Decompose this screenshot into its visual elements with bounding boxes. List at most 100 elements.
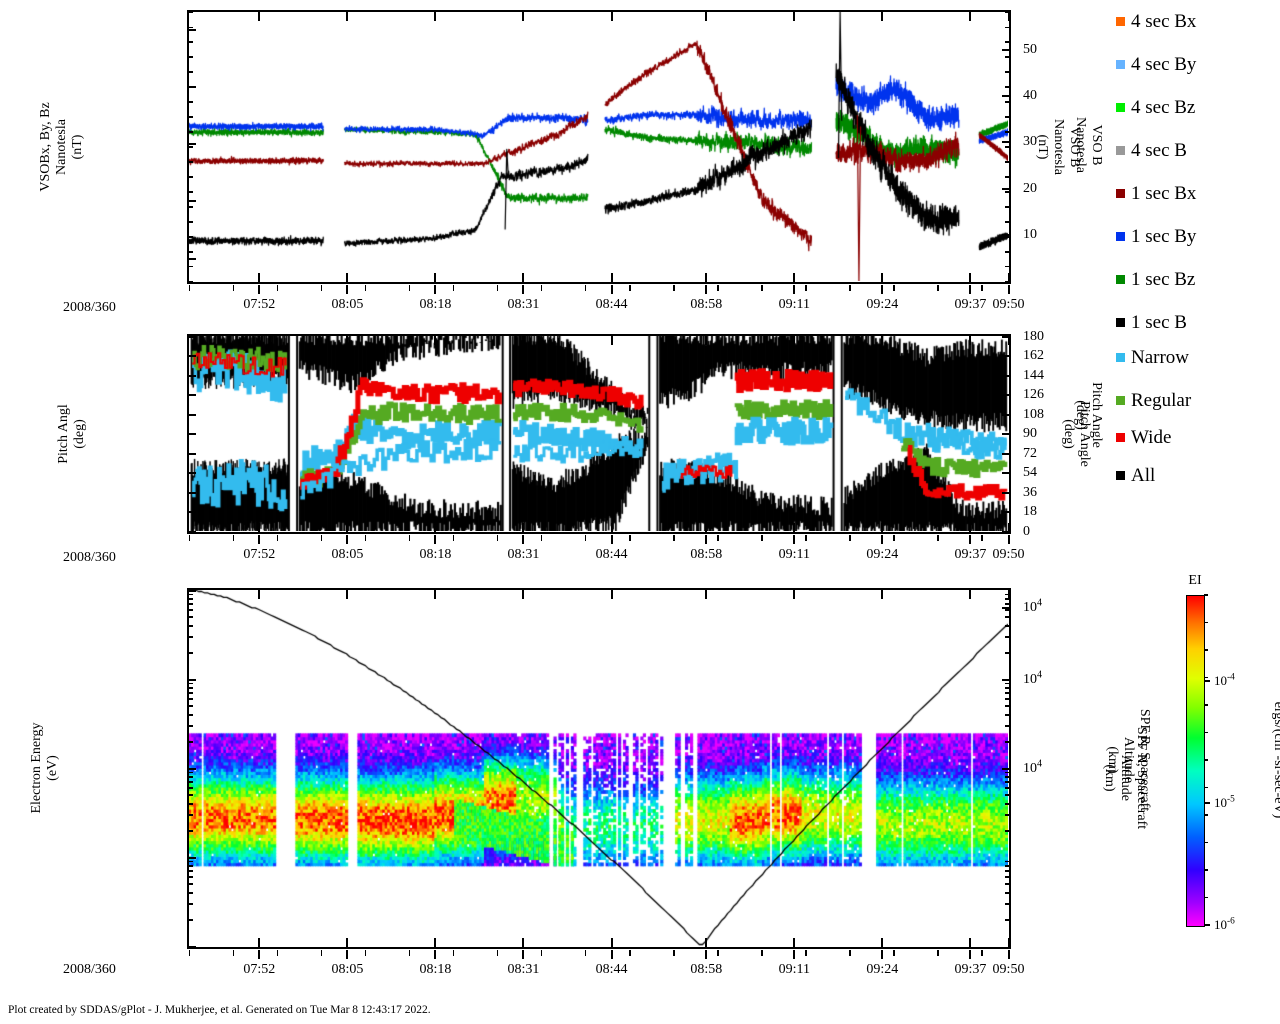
minor-tick-mark	[364, 285, 367, 291]
tick-mark	[434, 535, 437, 544]
minor-tick-mark	[1005, 71, 1011, 74]
pitch-angle-plot-area[interactable]	[187, 334, 1011, 534]
legend-item-4-sec-bx[interactable]: 4 sec Bx	[1116, 10, 1197, 32]
legend-item-all[interactable]: All	[1116, 466, 1155, 485]
x-axis-time-label: 08:44	[595, 962, 628, 977]
minor-tick-mark	[1005, 814, 1011, 816]
tick-mark	[705, 535, 708, 544]
legend-swatch-icon	[1116, 16, 1125, 26]
legend-item-label: 4 sec Bx	[1131, 10, 1197, 32]
minor-tick-mark	[187, 280, 193, 283]
tick-mark	[187, 257, 196, 260]
colorbar-tick-mark	[1204, 680, 1210, 682]
minor-tick-mark	[187, 603, 193, 606]
tick-mark	[187, 472, 196, 474]
minor-tick-mark	[937, 285, 939, 291]
colorbar-gradient	[1186, 595, 1205, 927]
minor-tick-mark	[1005, 883, 1011, 886]
legend-item-label: 4 sec By	[1131, 53, 1197, 75]
legend-item-4-sec-b[interactable]: 4 sec B	[1116, 141, 1187, 160]
minor-tick-mark	[408, 535, 411, 541]
minor-tick-mark	[1005, 682, 1011, 685]
minor-tick-mark	[187, 687, 193, 690]
tick-mark	[610, 938, 613, 947]
minor-tick-mark	[1005, 781, 1011, 784]
colorbar-minor-tick	[1204, 649, 1208, 651]
p2-yticks-right-label: 126	[1023, 387, 1044, 402]
tick-mark	[522, 523, 525, 532]
date-label-panel1: 2008/360	[63, 300, 116, 315]
minor-tick-mark	[187, 86, 193, 89]
tick-mark	[522, 12, 525, 21]
tick-mark	[610, 523, 613, 532]
legend-item-1-sec-bx[interactable]: 1 sec Bx	[1116, 182, 1197, 204]
minor-tick-mark	[187, 101, 193, 104]
x-axis-time-label: 09:37	[954, 297, 987, 312]
minor-tick-mark	[364, 950, 367, 956]
minor-tick-mark	[1005, 651, 1011, 654]
magnetic-field-plot-area[interactable]	[187, 10, 1011, 284]
minor-tick-mark	[187, 682, 193, 685]
p2-yticks-right-label: 54	[1023, 465, 1037, 480]
minor-tick-mark	[1005, 598, 1011, 601]
legend-item-regular[interactable]: Regular	[1116, 391, 1191, 410]
legend-item-4-sec-by[interactable]: 4 sec By	[1116, 53, 1197, 75]
minor-tick-mark	[1005, 86, 1011, 89]
legend-item-1-sec-b[interactable]: 1 sec B	[1116, 313, 1187, 332]
tick-mark	[969, 938, 972, 947]
minor-tick-mark	[1005, 161, 1011, 163]
legend-item-wide[interactable]: Wide	[1116, 428, 1171, 447]
minor-tick-mark	[276, 535, 279, 541]
tick-mark	[434, 12, 437, 21]
tick-mark	[610, 12, 613, 21]
minor-tick-mark	[187, 787, 193, 790]
electron-spectrogram-plot-area[interactable]	[187, 588, 1011, 949]
minor-tick-mark	[1005, 26, 1011, 29]
minor-tick-mark	[187, 903, 193, 905]
tick-mark	[346, 535, 349, 544]
minor-tick-mark	[187, 609, 193, 612]
x-axis-time-label: 08:58	[690, 547, 723, 562]
minor-tick-mark	[364, 535, 367, 541]
minor-tick-mark	[1005, 803, 1011, 805]
minor-tick-mark	[540, 950, 543, 956]
legend-item-label: 1 sec Bx	[1131, 182, 1197, 204]
x-axis-time-label: 08:05	[331, 962, 364, 977]
minor-tick-mark	[1005, 705, 1011, 708]
minor-tick-mark	[276, 950, 279, 956]
colorbar-minor-tick	[1204, 594, 1208, 596]
tick-mark	[705, 273, 708, 282]
tick-mark	[1007, 336, 1010, 345]
tick-mark	[610, 535, 613, 544]
x-axis-time-label: 08:58	[690, 962, 723, 977]
tick-mark	[187, 530, 196, 533]
tick-mark	[346, 285, 349, 294]
tick-mark	[522, 950, 525, 959]
minor-tick-mark	[232, 285, 235, 291]
legend-item-1-sec-by[interactable]: 1 sec By	[1116, 227, 1196, 246]
minor-tick-mark	[187, 116, 193, 118]
minor-tick-mark	[1005, 787, 1011, 790]
minor-tick-mark	[1005, 56, 1011, 59]
minor-tick-mark	[187, 918, 193, 921]
x-axis-time-label: 09:37	[954, 547, 987, 562]
tick-mark	[1002, 187, 1011, 190]
tick-mark	[1002, 607, 1011, 610]
tick-mark	[187, 678, 196, 681]
minor-tick-mark	[760, 535, 763, 541]
p2-yticks-right-label: 18	[1023, 504, 1037, 519]
tick-mark	[1002, 94, 1011, 97]
tick-mark	[522, 336, 525, 345]
x-axis-time-label: 09:50	[992, 547, 1025, 562]
minor-tick-mark	[187, 692, 193, 695]
legend-item-narrow[interactable]: Narrow	[1116, 348, 1189, 367]
legend-item-4-sec-bz[interactable]: 4 sec Bz	[1116, 98, 1195, 117]
legend-swatch-icon	[1116, 470, 1125, 480]
tick-mark	[1002, 767, 1011, 770]
minor-tick-mark	[320, 285, 323, 291]
minor-tick-mark	[232, 950, 235, 956]
legend-item-1-sec-bz[interactable]: 1 sec Bz	[1116, 270, 1195, 289]
tick-mark	[187, 394, 196, 396]
minor-tick-mark	[187, 883, 193, 886]
minor-tick-mark	[187, 41, 193, 44]
